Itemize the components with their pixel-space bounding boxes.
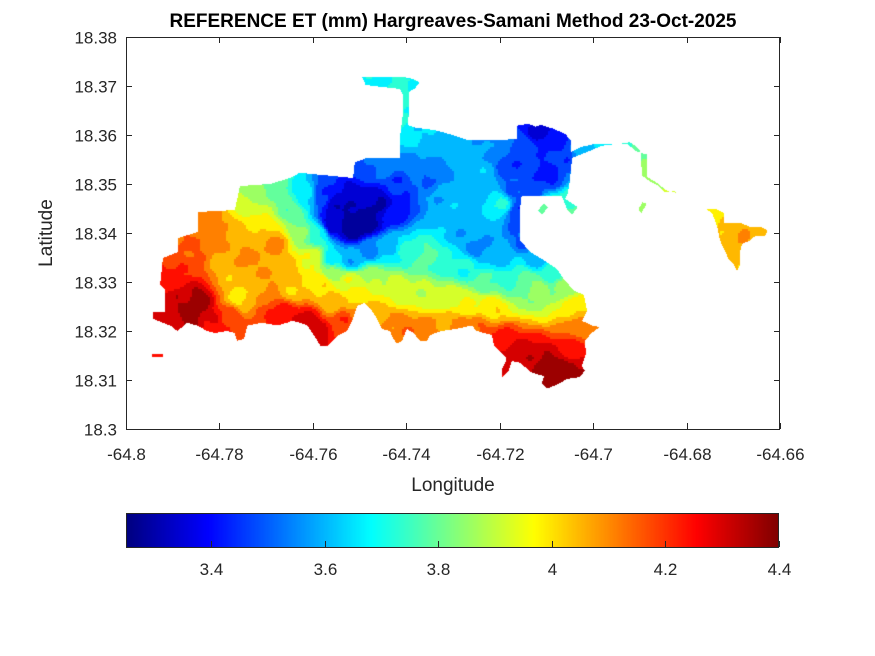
colorbar-tick-label: 3.4 [200,560,224,579]
colorbar [126,513,779,547]
colorbar-tick-label: 3.6 [314,560,338,579]
x-tick-label: -64.72 [476,445,524,464]
chart-title: REFERENCE ET (mm) Hargreaves-Samani Meth… [170,11,737,32]
y-tick-label: 18.31 [74,372,117,391]
y-tick-label: 18.32 [74,323,117,342]
colorbar-axis: 3.4 3.6 3.8 4 4.2 4.4 [200,560,792,579]
x-tick-label: -64.76 [289,445,337,464]
colorbar-tick-label: 4.4 [768,560,792,579]
x-tick-label: -64.7 [574,445,613,464]
y-tick-label: 18.36 [74,127,117,146]
colorbar-tick-label: 3.8 [427,560,451,579]
x-axis-label: Longitude [411,475,494,496]
x-axis: -64.8 -64.78 -64.76 -64.74 -64.72 -64.7 -64.68… [107,445,804,464]
y-tick-label: 18.33 [74,274,117,293]
colorbar-tick-label: 4.2 [654,560,678,579]
y-tick-label: 18.3 [84,421,117,440]
colorbar-tick-label: 4 [548,560,557,579]
y-tick-label: 18.37 [74,78,117,97]
y-tick-label: 18.35 [74,176,117,195]
y-tick-label: 18.34 [74,225,117,244]
y-axis: 18.3 18.31 18.32 18.33 18.34 18.35 18.36 18.37 1… [74,29,117,440]
y-axis-label: Latitude [36,199,57,267]
y-tick-label: 18.38 [74,29,117,48]
x-tick-label: -64.78 [195,445,243,464]
x-tick-label: -64.68 [663,445,711,464]
et-contour-map [126,37,780,429]
x-tick-label: -64.8 [107,445,146,464]
x-tick-label: -64.74 [382,445,430,464]
x-tick-label: -64.66 [756,445,804,464]
